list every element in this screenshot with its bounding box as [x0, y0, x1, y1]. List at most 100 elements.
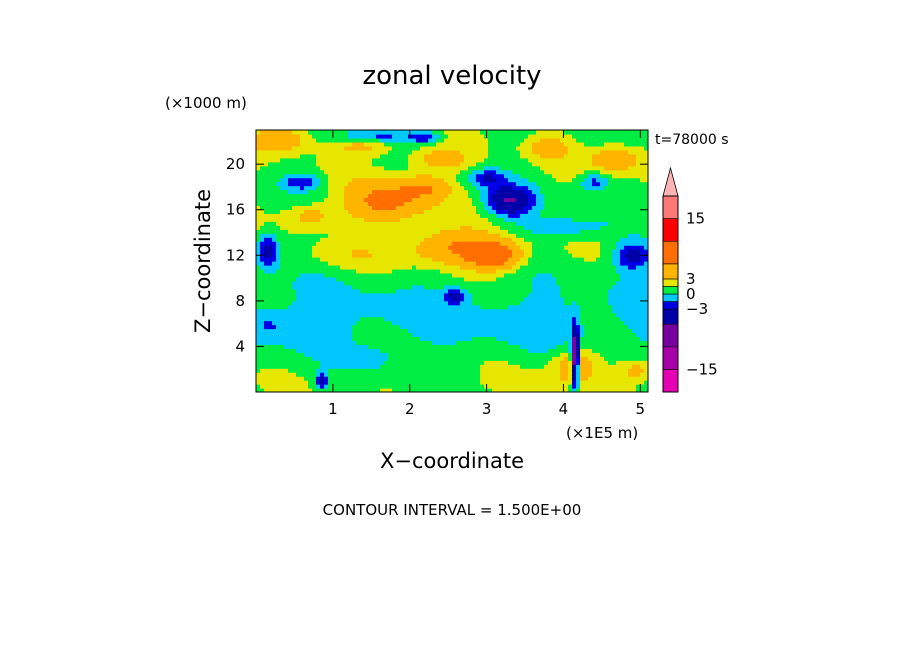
field-cell — [456, 348, 461, 353]
field-cell — [348, 388, 353, 392]
field-cell — [280, 261, 285, 266]
field-cell — [540, 221, 545, 226]
field-cell — [572, 340, 577, 345]
field-cell — [264, 292, 269, 298]
field-cell — [412, 249, 417, 254]
field-cell — [536, 276, 541, 282]
field-cell — [640, 264, 645, 270]
field-cell — [620, 332, 625, 338]
field-cell — [504, 249, 509, 254]
field-cell — [424, 308, 429, 314]
field-cell — [468, 193, 473, 199]
field-cell — [640, 352, 645, 357]
field-cell — [312, 388, 317, 392]
field-cell — [412, 257, 417, 262]
field-cell — [456, 384, 461, 389]
field-cell — [304, 368, 309, 373]
field-cell — [508, 348, 513, 353]
field-cell — [292, 324, 297, 330]
field-cell — [424, 189, 429, 195]
field-cell — [528, 245, 533, 250]
field-cell — [424, 384, 429, 389]
field-cell — [472, 388, 477, 392]
field-cell — [492, 217, 497, 222]
field-cell — [312, 348, 317, 353]
field-cell — [276, 264, 281, 270]
field-cell — [608, 264, 613, 270]
field-cell — [456, 352, 461, 357]
field-cell — [448, 320, 453, 326]
field-cell — [272, 344, 277, 349]
field-cell — [436, 261, 441, 266]
field-cell — [268, 197, 273, 203]
field-cell — [300, 376, 305, 381]
field-cell — [468, 229, 473, 234]
field-cell — [272, 364, 277, 369]
field-cell — [480, 253, 485, 258]
field-cell — [448, 217, 453, 222]
field-cell — [592, 280, 597, 286]
field-cell — [616, 360, 621, 365]
field-cell — [612, 205, 617, 210]
field-cell — [264, 348, 269, 353]
field-cell — [312, 268, 317, 274]
field-cell — [548, 288, 553, 294]
field-cell — [332, 276, 337, 282]
field-cell — [384, 245, 389, 250]
field-cell — [612, 229, 617, 234]
field-cell — [620, 304, 625, 310]
field-cell — [580, 324, 585, 330]
field-cell — [424, 352, 429, 357]
field-cell — [328, 300, 333, 306]
field-cell — [500, 272, 505, 278]
field-cell — [520, 316, 525, 322]
field-cell — [496, 201, 501, 207]
field-cell — [312, 328, 317, 334]
field-cell — [508, 257, 513, 262]
field-cell — [448, 205, 453, 210]
field-cell — [476, 245, 481, 250]
field-cell — [352, 209, 357, 214]
field-cell — [608, 261, 613, 266]
field-cell — [524, 316, 529, 322]
field-cell — [364, 328, 369, 334]
field-cell — [508, 296, 513, 302]
field-cell — [424, 264, 429, 270]
field-cell — [344, 348, 349, 353]
field-cell — [552, 332, 557, 338]
field-cell — [480, 213, 485, 218]
field-cell — [320, 304, 325, 310]
field-cell — [424, 229, 429, 234]
field-cell — [328, 229, 333, 234]
field-cell — [472, 360, 477, 365]
field-cell — [396, 249, 401, 254]
field-cell — [340, 276, 345, 282]
field-cell — [496, 249, 501, 254]
field-cell — [412, 201, 417, 207]
field-cell — [604, 201, 609, 207]
field-cell — [580, 344, 585, 349]
field-cell — [416, 292, 421, 298]
field-cell — [376, 324, 381, 330]
field-cell — [276, 233, 281, 238]
field-cell — [472, 312, 477, 318]
field-cell — [336, 217, 341, 222]
field-cell — [384, 372, 389, 377]
field-cell — [544, 284, 549, 290]
field-cell — [436, 217, 441, 222]
field-cell — [396, 189, 401, 195]
field-cell — [552, 304, 557, 310]
field-cell — [420, 304, 425, 310]
field-cell — [568, 237, 573, 242]
field-cell — [640, 268, 645, 274]
field-cell — [392, 320, 397, 326]
field-cell — [548, 280, 553, 286]
field-cell — [264, 332, 269, 338]
field-cell — [384, 296, 389, 302]
field-cell — [420, 284, 425, 290]
field-cell — [608, 300, 613, 306]
field-cell — [320, 193, 325, 199]
field-cell — [580, 368, 585, 373]
field-cell — [524, 193, 529, 199]
field-cell — [588, 304, 593, 310]
